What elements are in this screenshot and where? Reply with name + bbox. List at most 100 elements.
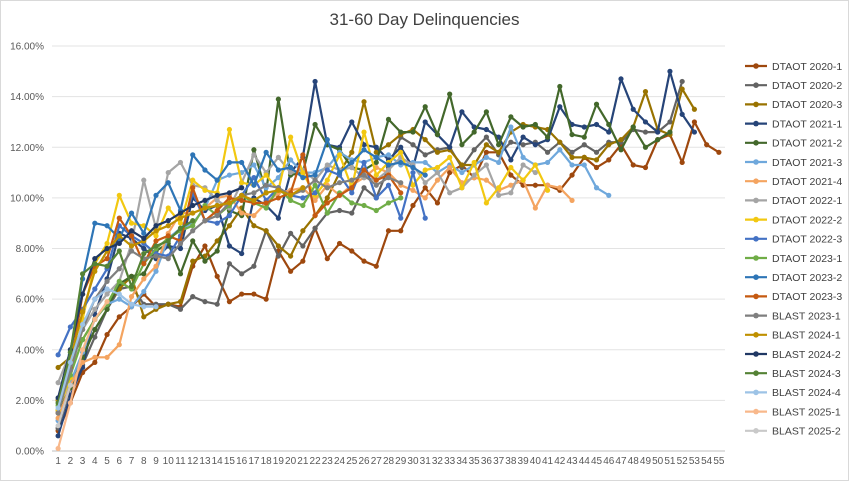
data-point <box>324 177 330 183</box>
data-point <box>483 200 489 206</box>
x-tick-label: 11 <box>175 456 186 467</box>
series-blast-2025-1 <box>55 299 110 452</box>
data-point <box>336 192 343 198</box>
data-point <box>544 149 551 155</box>
data-point <box>312 182 318 188</box>
data-point <box>263 149 269 155</box>
data-point <box>214 238 220 244</box>
data-point <box>239 250 245 257</box>
y-tick-label: 16.00% <box>10 42 44 53</box>
data-point <box>239 197 245 204</box>
data-point <box>92 354 98 360</box>
data-point <box>116 215 122 221</box>
data-point <box>165 218 171 224</box>
data-point <box>214 212 220 219</box>
data-point <box>300 228 306 234</box>
data-point <box>141 235 147 241</box>
data-point <box>251 223 257 229</box>
data-point <box>202 205 208 211</box>
data-point <box>349 200 355 206</box>
data-point <box>275 175 281 181</box>
legend-swatch-marker <box>753 159 759 165</box>
data-point <box>67 324 73 330</box>
data-point <box>92 359 98 366</box>
data-point <box>300 202 306 209</box>
data-point <box>606 129 612 135</box>
data-point <box>398 190 404 196</box>
data-point <box>532 162 538 168</box>
data-point <box>202 218 208 224</box>
x-tick-label: 2 <box>68 456 74 467</box>
data-point <box>667 129 673 135</box>
data-point <box>618 147 624 153</box>
data-point <box>434 149 441 155</box>
data-point <box>459 162 465 168</box>
data-point <box>226 299 233 305</box>
data-point <box>606 157 612 163</box>
data-point <box>288 268 294 274</box>
legend-label: BLAST 2023-1 <box>772 310 841 322</box>
legend-item: BLAST 2023-1 <box>745 310 841 322</box>
data-point <box>55 410 61 416</box>
data-point <box>288 197 294 204</box>
data-point <box>165 233 171 239</box>
data-point <box>251 152 257 158</box>
data-point <box>349 177 355 183</box>
data-point <box>190 258 196 264</box>
data-point <box>569 149 575 155</box>
x-tick-label: 15 <box>224 456 236 467</box>
data-point <box>532 142 538 148</box>
data-point <box>410 169 416 176</box>
x-tick-label: 13 <box>199 456 211 467</box>
data-point <box>300 185 306 191</box>
legend-swatch-marker <box>753 197 759 204</box>
data-point <box>361 147 367 153</box>
data-point <box>67 359 73 366</box>
x-tick-label: 7 <box>129 456 135 467</box>
data-point <box>324 137 330 143</box>
data-point <box>642 144 649 150</box>
legend-swatch-marker <box>753 293 759 300</box>
data-point <box>569 154 575 160</box>
data-point <box>520 142 526 148</box>
data-point <box>593 121 600 128</box>
data-point <box>141 261 147 267</box>
data-point <box>398 215 404 221</box>
data-point <box>226 212 233 219</box>
x-tick-label: 51 <box>664 456 676 467</box>
series-line <box>57 186 243 399</box>
legend-item: BLAST 2024-3 <box>745 368 841 380</box>
data-point <box>55 380 61 386</box>
data-point <box>508 124 514 130</box>
data-point <box>55 352 61 358</box>
data-point <box>471 172 477 178</box>
x-tick-label: 9 <box>153 456 159 467</box>
data-point <box>177 225 184 231</box>
data-point <box>373 195 379 201</box>
data-point <box>459 169 465 176</box>
legend-item: DTAOT 2020-3 <box>745 99 842 111</box>
data-point <box>177 299 184 305</box>
data-point <box>373 263 379 269</box>
x-tick-label: 21 <box>297 456 309 467</box>
data-point <box>434 169 441 176</box>
data-point <box>153 192 159 198</box>
data-point <box>679 78 685 85</box>
data-point <box>324 256 330 262</box>
data-point <box>520 177 526 183</box>
data-point <box>165 223 171 229</box>
y-tick-label: 10.00% <box>10 193 44 204</box>
data-point <box>190 177 196 183</box>
data-point <box>177 159 184 166</box>
data-point <box>361 167 367 173</box>
data-point <box>226 223 233 229</box>
data-point <box>349 190 355 196</box>
data-point <box>165 238 171 244</box>
data-point <box>202 167 208 173</box>
data-point <box>496 159 502 166</box>
data-point <box>581 124 587 130</box>
data-point <box>116 266 122 272</box>
data-point <box>496 149 502 155</box>
data-point <box>410 142 416 148</box>
x-tick-label: 12 <box>187 456 199 467</box>
